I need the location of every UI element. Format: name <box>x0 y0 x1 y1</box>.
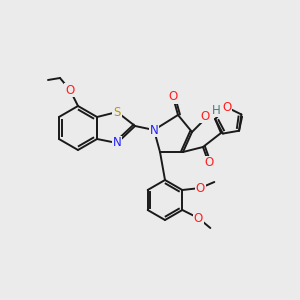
Text: O: O <box>200 110 210 122</box>
Text: N: N <box>113 136 122 149</box>
Text: O: O <box>204 157 214 169</box>
Text: O: O <box>222 101 231 114</box>
Text: O: O <box>194 212 203 224</box>
Text: N: N <box>150 124 158 136</box>
Text: H: H <box>212 103 220 116</box>
Text: O: O <box>196 182 205 194</box>
Text: O: O <box>168 91 178 103</box>
Text: S: S <box>113 106 121 118</box>
Text: O: O <box>65 83 75 97</box>
